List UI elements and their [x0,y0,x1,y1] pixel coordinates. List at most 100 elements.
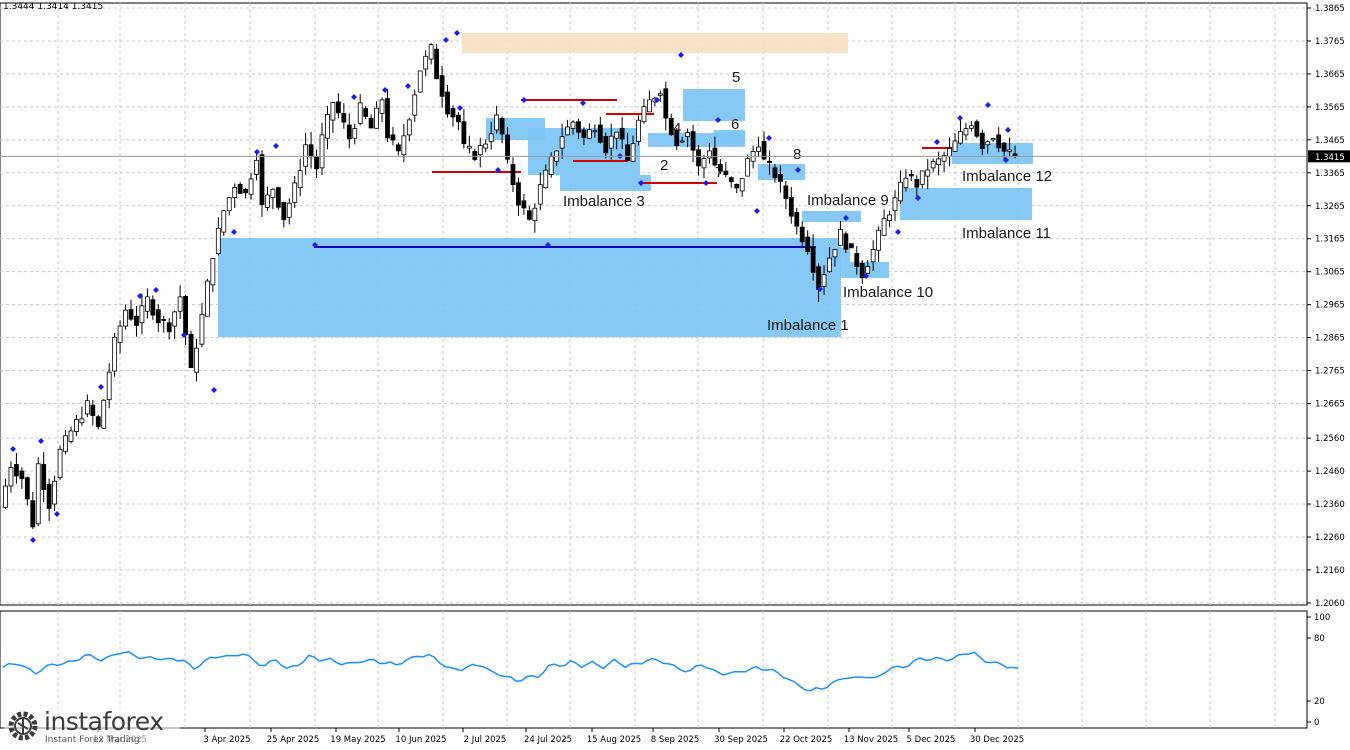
zone-label: 8 [793,146,801,163]
candle-body [543,169,549,189]
candle-body [106,371,112,401]
logo-name: instaforex [44,707,164,736]
time-tick-label: 25 Apr 2025 [267,735,320,745]
candle-body [19,470,25,480]
candle-body [805,236,811,253]
candle-body [1007,149,1012,152]
candle-body [494,114,500,131]
candle-body [24,477,30,500]
candle-body [996,134,1002,149]
oscillator-line [2,650,1019,692]
candle-body [205,280,210,317]
fractal-marker [30,537,36,543]
candle-body [570,121,576,129]
fractal-marker [181,332,187,338]
price-tick-label: 1.2260 [1315,533,1345,543]
zone-label: 7 [715,164,723,181]
candle-body [472,150,478,160]
candle-body [450,108,456,118]
candle-body [390,134,396,141]
candle-body [636,119,641,142]
candle-body [799,226,805,243]
candle-body [925,169,931,177]
osc-tick-label: 80 [1314,634,1325,644]
candle-body [1001,142,1007,152]
candle-body [335,101,341,114]
time-tick-label: 30 Sep 2025 [714,735,768,745]
candle-body [183,295,188,336]
fractal-marker [254,149,260,155]
candle-body [936,158,942,165]
candle-body [914,178,920,188]
candle-body [63,435,68,452]
zone-label: 2 [660,157,668,174]
candle-body [210,257,216,286]
candle-body [963,128,969,136]
candle-body [696,149,701,167]
zone-label: 4 [673,120,681,137]
candle-body [630,143,636,162]
price-tick-label: 1.2665 [1315,400,1345,410]
fractal-marker [231,229,237,235]
zone-label: Imbalance 9 [807,192,889,209]
candle-body [728,177,734,183]
fractal-marker [98,384,104,390]
price-tick-label: 1.3765 [1315,37,1345,47]
zone-imbalance-9 [802,211,861,222]
price-tick-label: 1.3365 [1315,169,1345,179]
candle-body [14,464,19,477]
current-price-tag [1308,150,1350,163]
candle-body [292,182,298,203]
candle-body [958,131,963,144]
candle-body [947,148,952,157]
candle-body [548,156,554,175]
osc-tick-label: 20 [1314,697,1325,707]
fractal-marker [382,87,388,93]
candle-body [325,114,330,139]
candle-body [330,102,336,121]
candle-body [161,319,167,321]
zone-label: Imbalance 11 [962,225,1051,242]
zone-imbalance-11 [900,188,1032,220]
price-tick-label: 1.2160 [1315,566,1345,576]
candle-body [368,118,374,129]
candle-body [248,178,254,195]
candle-body [898,181,903,202]
fractal-marker [443,37,449,43]
candle-body [270,188,276,198]
candle-body [521,200,527,209]
candle-body [979,132,985,150]
candle-body [406,119,412,136]
candle-body [499,118,505,135]
candles [3,43,1018,529]
fractal-marker [1005,127,1011,133]
candle-body [647,99,652,113]
candle-body [254,159,259,175]
candle-body [941,155,947,162]
fractal-marker [454,30,460,36]
candle-body [46,483,52,509]
candle-body [35,463,41,525]
candle-body [821,274,827,287]
candle-body [303,144,309,167]
candle-body [461,121,467,145]
candle-body [237,183,243,194]
candle-body [838,229,843,246]
candle-body [952,140,958,152]
candle-body [701,157,707,169]
candle-body [892,197,898,212]
logo-tagline: Instant Forex Trading [45,735,140,745]
candle-body [456,114,461,123]
level-lines [314,99,952,248]
candle-body [663,88,669,119]
candle-body [526,210,532,220]
osc-tick-label: 100 [1314,613,1330,623]
axes: 1.3865 1.3765 1.3665 1.3565 1.3465 1.3365 1.32… [0,4,1350,609]
price-tick-label: 1.2865 [1315,334,1345,344]
candle-body [625,144,630,161]
candle-body [870,249,876,263]
candle-body [412,94,418,116]
price-tick-label: 1.2560 [1315,434,1345,444]
candle-body [68,430,74,442]
